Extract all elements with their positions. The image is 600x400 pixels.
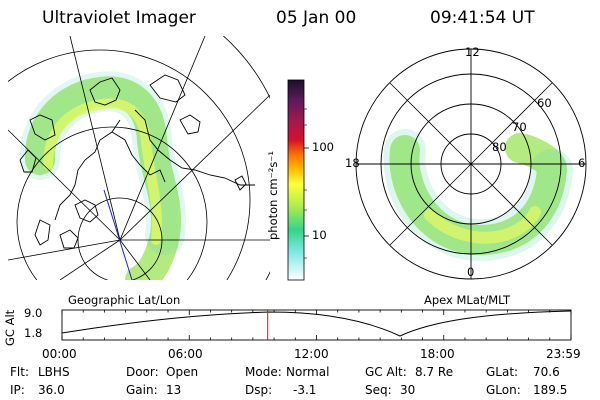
- status-flt-value: LBHS: [38, 365, 70, 379]
- timeline-ylabel: GC Alt: [3, 309, 17, 346]
- mlt-label-bottom: 0: [467, 265, 475, 279]
- status-gcalt-label: GC Alt:: [365, 365, 407, 379]
- status-ip-value: 36.0: [38, 383, 65, 397]
- geographic-map: [8, 36, 270, 280]
- colorbar-label: photon cm⁻²s⁻¹: [266, 151, 280, 240]
- status-dsp-label: Dsp:: [245, 383, 273, 397]
- observation-date: 05 Jan 00: [276, 8, 357, 28]
- timeline-xtick: 06:00: [168, 347, 203, 361]
- status-seq-label: Seq:: [365, 383, 392, 397]
- status-gain-value: 13: [166, 383, 182, 397]
- mlt-label-top: 12: [465, 45, 480, 59]
- observation-time: 09:41:54 UT: [430, 8, 535, 28]
- status-mode-value: Normal: [286, 365, 330, 379]
- colorbar-tick-10: 10: [312, 228, 327, 242]
- colorbar-tick-100: 100: [312, 140, 334, 154]
- timeline-xtick: 23:59: [546, 347, 581, 361]
- status-gcalt-value: 8.7 Re: [415, 365, 454, 379]
- timeline-ytick-top: 9.0: [24, 306, 43, 320]
- status-gain-label: Gain:: [126, 383, 158, 397]
- status-glon-label: GLon:: [486, 383, 521, 397]
- status-glat-label: GLat:: [486, 365, 519, 379]
- geo-panel-title: Geographic Lat/Lon: [68, 293, 181, 307]
- mlat-label-80: 80: [492, 140, 507, 154]
- status-glon-value: 189.5: [533, 383, 568, 397]
- status-mode-label: Mode:: [245, 365, 282, 379]
- status-ip-label: IP:: [10, 383, 25, 397]
- status-door-value: Open: [166, 365, 199, 379]
- instrument-title: Ultraviolet Imager: [42, 8, 196, 28]
- timeline-ytick-bottom: 1.8: [24, 326, 43, 340]
- mag-panel-title: Apex MLat/MLT: [424, 293, 511, 307]
- status-seq-value: 30: [400, 383, 416, 397]
- mag-aurora: [383, 129, 573, 262]
- gc-altitude-curve: [61, 310, 572, 337]
- status-door-label: Door:: [126, 365, 159, 379]
- mlt-label-right: 6: [578, 156, 586, 170]
- timeline-xtick: 18:00: [420, 347, 455, 361]
- mlat-label-60: 60: [537, 96, 552, 110]
- colorbar: [287, 79, 305, 281]
- mlat-label-70: 70: [512, 120, 527, 134]
- mlt-label-left: 18: [345, 156, 360, 170]
- timeline-xtick: 00:00: [42, 347, 77, 361]
- status-flt-label: Flt:: [10, 365, 29, 379]
- geo-aurora-oval: [24, 76, 181, 280]
- status-dsp-value: -3.1: [293, 383, 317, 397]
- timeline-xtick: 12:00: [294, 347, 329, 361]
- status-glat-value: 70.6: [533, 365, 560, 379]
